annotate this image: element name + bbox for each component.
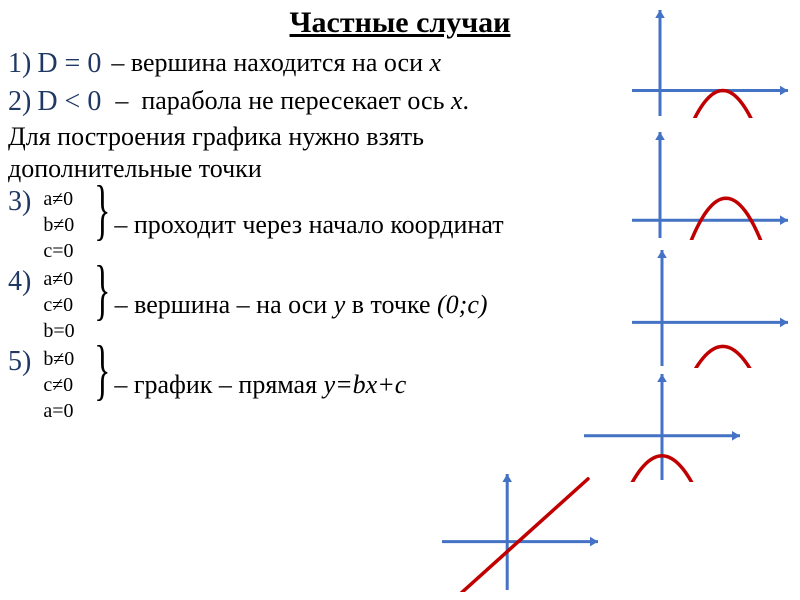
case-3-desc: – проходит через начало координат <box>114 210 503 240</box>
case-4-c3: b=0 <box>43 318 74 344</box>
case-4-c2: c≠0 <box>43 292 74 318</box>
graph-3 <box>630 248 790 368</box>
case-5-eq: y=bx+c <box>324 370 407 399</box>
case-1-axis: x <box>430 48 442 77</box>
case-1-num: 1) <box>8 48 31 80</box>
case-3-num: 3) <box>8 186 31 218</box>
case-3-c1: a≠0 <box>43 186 74 212</box>
case-5-c3: a=0 <box>43 398 74 424</box>
graph-4 <box>582 372 742 482</box>
case-4-axis: y <box>334 290 346 319</box>
case-3-brace: } <box>94 182 110 236</box>
case-2-num: 2) <box>8 86 31 118</box>
case-2-desc: – парабола не пересекает ось x. <box>115 86 469 116</box>
case-4-brace: } <box>94 262 110 316</box>
case-5-conditions: b≠0 c≠0 a=0 <box>37 346 74 424</box>
case-1-expr: D = 0 <box>37 48 101 80</box>
case-3-conditions: a≠0 b≠0 c=0 <box>37 186 74 264</box>
case-2-desc-text: – парабола не пересекает ось <box>115 86 451 115</box>
case-2-suffix: . <box>463 86 470 115</box>
case-4-desc-mid: в точке <box>345 290 437 319</box>
case-5-c1: b≠0 <box>43 346 74 372</box>
case-4-conditions: a≠0 c≠0 b=0 <box>37 266 74 344</box>
case-4-desc: – вершина – на оси y в точке (0;c) <box>115 290 488 320</box>
case-4-point: (0;c) <box>437 290 488 319</box>
case-1-desc: – вершина находится на оси x <box>111 48 441 78</box>
case-2-axis: x <box>451 86 463 115</box>
case-5-num: 5) <box>8 346 31 378</box>
graph-5 <box>440 472 600 592</box>
case-5-brace: } <box>94 342 110 396</box>
case-5-desc: – график – прямая y=bx+c <box>114 370 406 400</box>
case-5-desc-prefix: – график – прямая <box>114 370 323 399</box>
case-5-c2: c≠0 <box>43 372 74 398</box>
case-4-desc-prefix: – вершина – на оси <box>115 290 334 319</box>
case-1-desc-text: – вершина находится на оси <box>111 48 429 77</box>
case-3-c3: c=0 <box>43 238 74 264</box>
case-4-num: 4) <box>8 266 31 298</box>
case-2-expr: D < 0 <box>37 86 101 118</box>
case-4-c1: a≠0 <box>43 266 74 292</box>
graph-1 <box>630 8 790 118</box>
case-3-c2: b≠0 <box>43 212 74 238</box>
graph-2 <box>630 130 790 240</box>
